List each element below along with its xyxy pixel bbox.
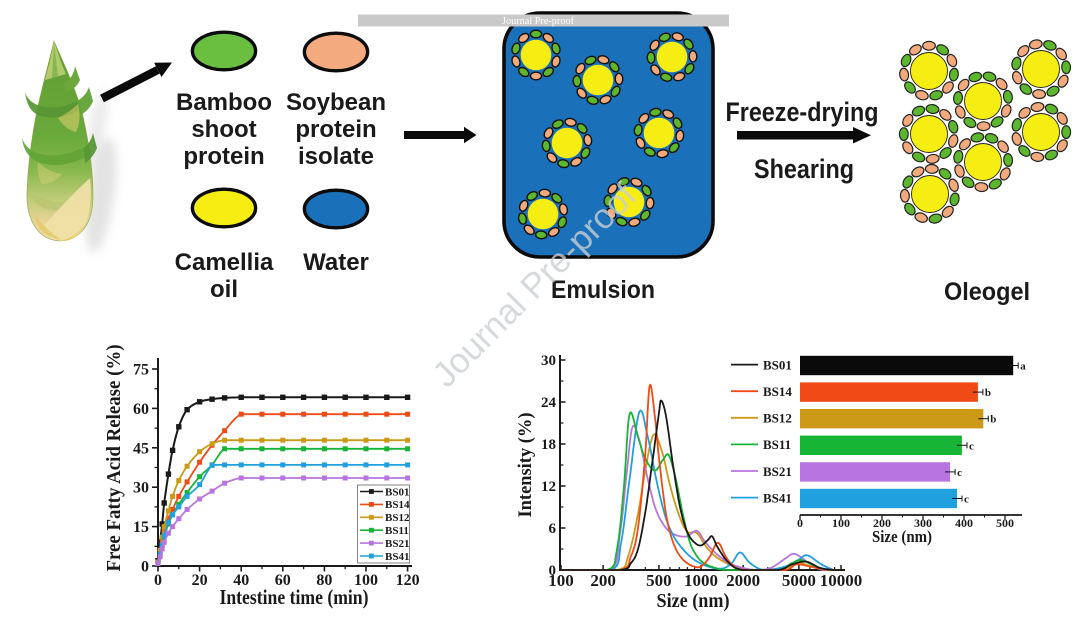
svg-text:protein: protein [295,116,376,143]
svg-text:Free Fatty Acid Release (%): Free Fatty Acid Release (%) [103,345,125,572]
svg-text:Soybean: Soybean [286,89,386,116]
svg-text:0: 0 [549,563,557,579]
svg-text:30: 30 [133,480,149,497]
svg-text:BS14: BS14 [763,384,792,399]
svg-text:BS21: BS21 [385,538,409,550]
svg-text:BS01: BS01 [385,486,409,498]
svg-text:Intensity (%): Intensity (%) [515,413,536,518]
svg-text:200: 200 [873,516,891,530]
svg-text:BS01: BS01 [763,357,792,372]
svg-text:500: 500 [646,571,672,590]
svg-text:500: 500 [996,516,1014,530]
svg-text:80: 80 [316,572,332,589]
svg-text:b: b [990,414,996,426]
svg-text:20: 20 [192,572,208,589]
svg-text:BS41: BS41 [763,490,792,505]
svg-text:Size (nm): Size (nm) [657,590,730,612]
svg-text:40: 40 [233,572,249,589]
svg-text:Journal Pre-proof: Journal Pre-proof [502,15,574,27]
svg-text:400: 400 [955,516,973,530]
svg-text:0: 0 [154,572,162,589]
svg-text:BS41: BS41 [385,551,409,563]
svg-text:100: 100 [832,516,850,530]
svg-text:200: 200 [590,571,616,590]
svg-text:BS12: BS12 [385,512,410,524]
svg-text:12: 12 [541,479,556,495]
svg-text:b: b [985,387,991,399]
svg-text:120: 120 [396,572,420,589]
svg-text:24: 24 [541,395,557,411]
svg-text:1000: 1000 [684,571,718,590]
svg-text:75: 75 [133,362,149,379]
svg-text:6: 6 [549,521,557,537]
svg-text:Shearing: Shearing [754,154,854,184]
svg-text:c: c [969,440,974,452]
svg-text:0: 0 [141,559,149,576]
svg-text:2000: 2000 [726,571,760,590]
svg-text:0: 0 [797,516,803,530]
svg-text:Emulsion: Emulsion [551,276,655,304]
svg-text:Camellia: Camellia [175,249,274,276]
svg-text:BS11: BS11 [385,525,409,537]
svg-text:BS12: BS12 [763,411,792,426]
svg-text:100: 100 [354,572,378,589]
svg-text:60: 60 [133,401,149,418]
svg-text:60: 60 [275,572,291,589]
svg-text:c: c [957,467,962,479]
svg-text:BS21: BS21 [763,464,792,479]
svg-text:Oleogel: Oleogel [944,278,1030,306]
svg-text:c: c [964,494,969,506]
svg-text:100: 100 [548,571,574,590]
svg-text:Freeze-drying: Freeze-drying [726,97,879,127]
svg-text:300: 300 [914,516,932,530]
svg-text:BS11: BS11 [763,437,791,452]
svg-text:Intestine time (min): Intestine time (min) [220,585,369,609]
svg-text:BS14: BS14 [385,499,410,511]
svg-text:18: 18 [541,437,556,453]
svg-text:protein: protein [183,143,264,170]
svg-text:oil: oil [210,276,238,303]
svg-text:30: 30 [541,353,556,369]
svg-text:isolate: isolate [298,143,374,170]
svg-text:45: 45 [133,440,149,457]
svg-text:shoot: shoot [191,116,256,143]
svg-text:10000: 10000 [820,571,863,590]
svg-text:a: a [1020,361,1026,373]
svg-text:Bamboo: Bamboo [176,89,272,116]
svg-text:5000: 5000 [782,571,816,590]
svg-text:Water: Water [303,249,369,276]
svg-text:15: 15 [133,519,149,536]
svg-text:Size (nm): Size (nm) [872,527,932,546]
